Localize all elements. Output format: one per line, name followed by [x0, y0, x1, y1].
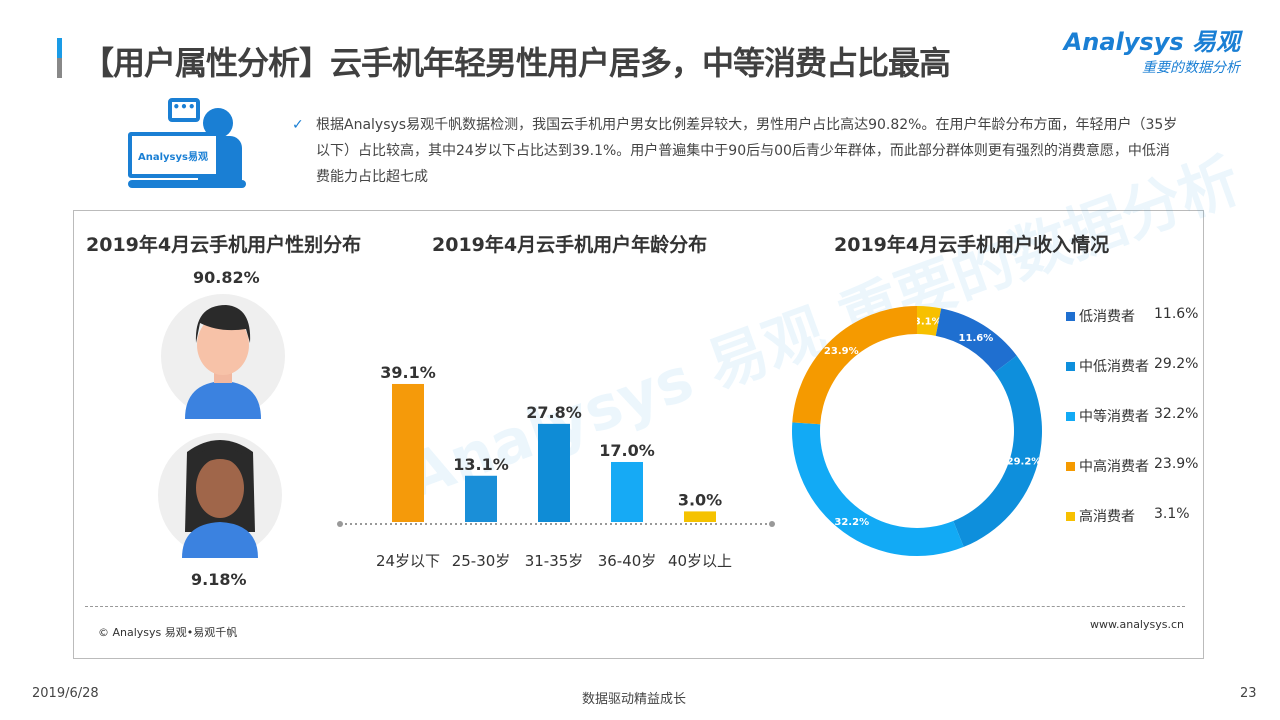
income-slice — [792, 422, 964, 556]
age-bar — [465, 475, 497, 522]
age-bar-label: 27.8% — [526, 403, 582, 422]
income-donut-chart: 3.1% 11.6% 29.2% 32.2% 23.9% — [792, 306, 1042, 556]
summary-text: 根据Analysys易观千帆数据检测，我国云手机用户男女比例差异较大，男性用户占… — [316, 117, 1178, 185]
income-slice-label: 29.2% — [1007, 457, 1042, 468]
male-percent: 90.82% — [193, 268, 260, 287]
age-bar — [684, 511, 716, 522]
income-slice — [953, 355, 1042, 547]
source-note: © Analysys 易观•易观千帆 — [98, 626, 238, 639]
legend-label: 低消费者 — [1079, 309, 1135, 325]
page-number: 23 — [1240, 686, 1257, 701]
legend-swatch — [1066, 512, 1075, 521]
divider — [85, 606, 1185, 607]
income-chart-title: 2019年4月云手机用户收入情况 — [834, 234, 1110, 256]
age-bar — [392, 383, 424, 522]
logo-tagline: 重要的数据分析 — [1142, 60, 1240, 76]
legend-value: 32.2% — [1154, 406, 1199, 422]
female-percent: 9.18% — [191, 570, 247, 589]
legend-item: 低消费者 11.6% — [1066, 306, 1198, 326]
income-slice — [792, 306, 917, 425]
legend-item: 中低消费者 29.2% — [1066, 356, 1198, 376]
analyst-illustration: ••• Analysys易观 — [128, 98, 246, 190]
age-category-label: 24岁以下 — [376, 552, 440, 570]
age-bar-label: 17.0% — [599, 441, 655, 460]
male-avatar — [161, 294, 285, 419]
logo-brand: Analysys 易观 — [1063, 28, 1240, 56]
age-category-label: 31-35岁 — [525, 552, 584, 570]
brand-logo: Analysys 易观 重要的数据分析 — [1064, 22, 1240, 77]
age-chart-title: 2019年4月云手机用户年龄分布 — [432, 234, 708, 256]
income-slice — [917, 306, 942, 336]
legend-value: 3.1% — [1154, 506, 1190, 522]
footer-slogan: 数据驱动精益成长 — [582, 692, 687, 707]
page-title: 【用户属性分析】云手机年轻男性用户居多，中等消费占比最高 — [82, 44, 951, 82]
footer-date: 2019/6/28 — [32, 686, 99, 701]
age-bar-label: 39.1% — [380, 363, 436, 382]
income-slice-label: 11.6% — [959, 333, 994, 344]
illustration-label: Analysys易观 — [128, 132, 220, 178]
legend-swatch — [1066, 412, 1075, 421]
female-avatar — [158, 433, 282, 558]
age-category-label: 25-30岁 — [452, 552, 511, 570]
legend-label: 中高消费者 — [1079, 459, 1149, 475]
legend-item: 中等消费者 32.2% — [1066, 406, 1198, 426]
age-bar-label: 13.1% — [453, 455, 509, 474]
age-bar-chart: 39.1% 24岁以下 13.1% 25-30岁 27.8% 31-35岁 17.0% 36-… — [337, 363, 775, 570]
income-slice-label: 32.2% — [834, 517, 869, 528]
legend-item: 中高消费者 23.9% — [1066, 456, 1198, 476]
age-bar — [538, 423, 570, 522]
legend-value: 11.6% — [1154, 306, 1199, 322]
gender-chart-title: 2019年4月云手机用户性别分布 — [86, 234, 362, 256]
legend-swatch — [1066, 362, 1075, 371]
income-slice-label: 23.9% — [824, 346, 859, 357]
income-slice-label: 3.1% — [914, 317, 942, 328]
title-accent-bar — [57, 38, 62, 78]
summary: ✓ 根据Analysys易观千帆数据检测，我国云手机用户男女比例差异较大，男性用… — [292, 112, 1182, 190]
legend-label: 高消费者 — [1079, 509, 1135, 525]
age-bar-label: 3.0% — [678, 490, 722, 509]
legend-label: 中低消费者 — [1079, 359, 1149, 375]
age-category-label: 40岁以上 — [668, 552, 732, 570]
age-bar — [611, 461, 643, 522]
income-slice — [935, 308, 1017, 373]
chart-panel — [73, 210, 1204, 659]
legend-value: 23.9% — [1154, 456, 1199, 472]
website: www.analysys.cn — [1090, 618, 1184, 631]
legend-swatch — [1066, 462, 1075, 471]
legend-item: 高消费者 3.1% — [1066, 506, 1190, 526]
legend-swatch — [1066, 312, 1075, 321]
check-icon: ✓ — [292, 117, 304, 133]
legend-label: 中等消费者 — [1079, 409, 1149, 425]
age-category-label: 36-40岁 — [598, 552, 657, 570]
legend-value: 29.2% — [1154, 356, 1199, 372]
